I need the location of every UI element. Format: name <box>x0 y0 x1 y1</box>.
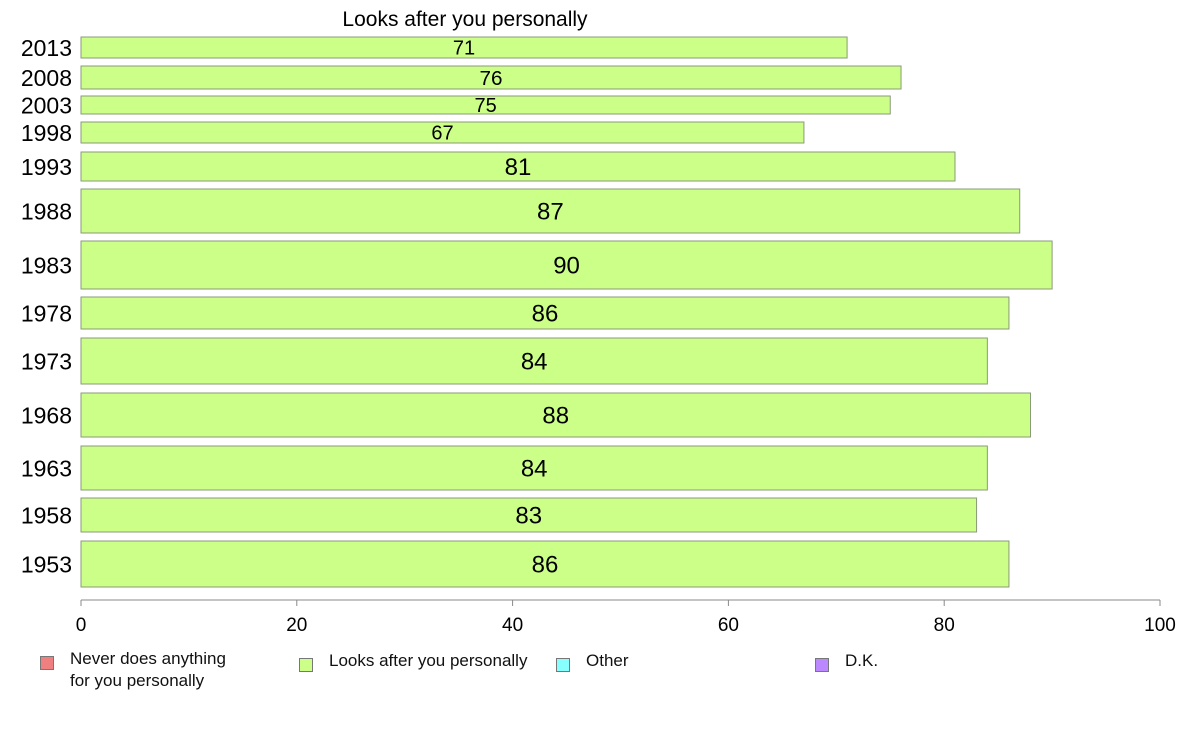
legend-item-other: Other <box>556 650 629 672</box>
legend-label: D.K. <box>845 651 879 670</box>
legend-label: Other <box>586 651 629 670</box>
bar <box>80 65 902 90</box>
data-label: 86 <box>532 301 559 328</box>
data-label: 76 <box>480 67 503 90</box>
bar <box>80 337 988 385</box>
bar <box>80 36 848 59</box>
x-tick-label: 0 <box>76 615 87 636</box>
bar <box>80 392 1032 438</box>
data-label: 88 <box>542 403 569 430</box>
data-label: 75 <box>475 95 497 117</box>
data-label: 67 <box>431 123 453 145</box>
legend-swatch <box>815 658 829 672</box>
category-label: 1998 <box>21 120 72 146</box>
data-label: 83 <box>515 503 542 530</box>
bar <box>80 445 988 491</box>
bar <box>80 240 1053 290</box>
x-tick-label: 100 <box>1144 615 1176 636</box>
category-label: 1953 <box>21 552 72 578</box>
chart-title: Looks after you personally <box>342 8 588 31</box>
x-tick-label: 20 <box>286 615 307 636</box>
bar <box>80 540 1010 588</box>
legend-swatch <box>556 658 570 672</box>
legend-swatch <box>299 658 313 672</box>
bar-chart: Looks after you personally 7120137620087… <box>21 8 1176 636</box>
x-tick-label: 60 <box>718 615 739 636</box>
category-label: 1968 <box>21 403 72 429</box>
data-label: 84 <box>521 349 548 376</box>
bar <box>80 95 891 115</box>
category-label: 2013 <box>21 35 72 61</box>
category-label: 1958 <box>21 503 72 529</box>
data-label: 81 <box>505 154 532 181</box>
legend-item-looks-after: Looks after you personally <box>299 650 527 672</box>
bar <box>80 121 805 144</box>
data-label: 87 <box>537 199 564 226</box>
bar <box>80 296 1010 330</box>
legend-item-dk: D.K. <box>815 650 878 672</box>
bars: 71 2013 76 2008 75 2003 67 1998 81 1993 87 1988 90 19… <box>21 35 1053 588</box>
category-label: 1988 <box>21 199 72 225</box>
legend-swatch <box>40 656 54 670</box>
category-label: 2003 <box>21 93 72 119</box>
legend-item-never: Never does anything for you personally <box>40 648 226 692</box>
category-label: 1983 <box>21 253 72 279</box>
bar <box>80 151 956 182</box>
x-tick-label: 80 <box>934 615 955 636</box>
data-label: 90 <box>553 253 580 280</box>
category-label: 1963 <box>21 456 72 482</box>
data-label: 84 <box>521 456 548 483</box>
category-label: 1973 <box>21 349 72 375</box>
bar <box>80 188 1021 234</box>
x-axis: 0 20 40 60 80 100 <box>76 599 1176 636</box>
category-label: 1978 <box>21 301 72 327</box>
x-tick-label: 40 <box>502 615 523 636</box>
bar <box>80 497 978 533</box>
legend: Never does anything for you personally L… <box>0 648 1188 708</box>
category-label: 1993 <box>21 154 72 180</box>
legend-label: Never does anything for you personally <box>70 649 226 690</box>
category-label: 2008 <box>21 65 72 91</box>
data-label: 86 <box>532 552 559 579</box>
legend-label: Looks after you personally <box>329 651 528 670</box>
data-label: 71 <box>453 38 475 60</box>
